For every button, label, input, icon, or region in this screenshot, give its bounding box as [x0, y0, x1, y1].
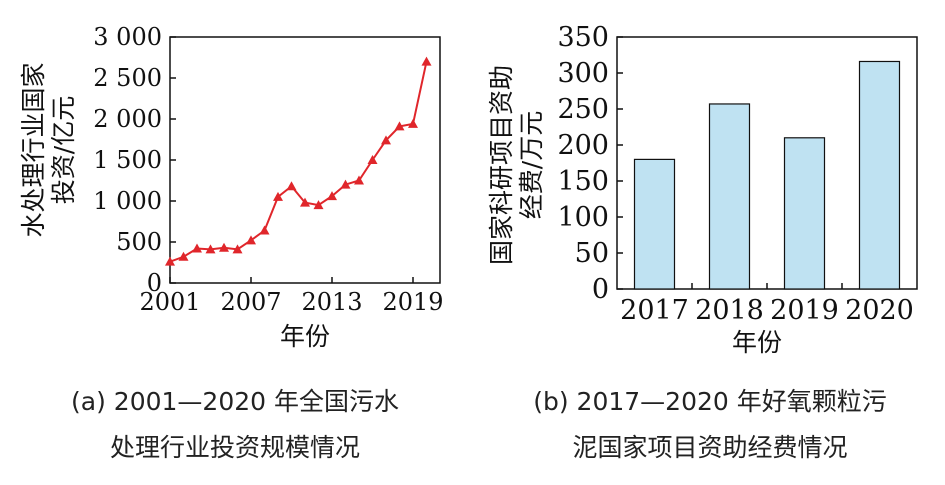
y-tick-label: 350	[557, 22, 609, 53]
y-axis-title-line1: 水处理行业国家	[19, 62, 48, 237]
data-point-marker	[165, 256, 175, 266]
y-tick-label: 2 500	[93, 64, 162, 92]
data-point-marker	[205, 244, 216, 254]
y-tick-label: 300	[557, 58, 609, 89]
x-tick-label: 2018	[695, 295, 764, 326]
chart-funding-bar: 0 50 100 150 200 250 300 350 2017 2018 2019 2020 年份 国…	[487, 22, 918, 357]
x-tick-label: 2020	[845, 295, 914, 326]
y-tick-label: 500	[116, 228, 162, 256]
bar	[783, 137, 826, 290]
data-point-marker	[232, 244, 243, 254]
caption-b-line2: 泥国家项目资助经费情况	[572, 433, 848, 462]
y-tick-label: 3 000	[93, 23, 162, 51]
y-axis-title-line2: 经费/万元	[517, 111, 546, 219]
y-tick-label: 150	[557, 166, 609, 197]
data-point-marker	[408, 118, 418, 128]
x-axis-title: 年份	[732, 328, 782, 357]
caption-a-line1: (a) 2001—2020 年全国污水	[71, 387, 399, 416]
x-tick-label: 2019	[770, 295, 839, 326]
data-point-marker	[381, 135, 391, 145]
x-tick-label: 2017	[620, 295, 689, 326]
caption-b-line1: (b) 2017—2020 年好氧颗粒污	[533, 387, 887, 416]
x-axis-title: 年份	[280, 322, 330, 351]
data-point-marker	[286, 181, 297, 191]
y-tick-label: 1 500	[93, 146, 162, 174]
data-point-marker	[313, 200, 324, 210]
data-point-marker	[246, 235, 256, 245]
y-tick-label: 250	[557, 94, 609, 125]
bar	[633, 158, 676, 290]
chart-investment-line: 0 500 1 000 1 500 2 000 2 500 3 000 2001 2007 201…	[19, 23, 444, 351]
x-tick-label: 2013	[301, 288, 362, 316]
data-point-marker	[219, 242, 229, 252]
data-point-marker	[273, 191, 283, 201]
data-point-marker	[367, 155, 378, 164]
y-tick-label: 0	[592, 274, 609, 305]
y-axis-title-line1: 国家科研项目资助	[487, 65, 516, 265]
x-tick-label: 2019	[382, 288, 443, 316]
y-tick-label: 2 000	[93, 105, 162, 133]
bar	[858, 60, 901, 290]
data-point-marker	[327, 191, 337, 201]
data-point-marker	[178, 251, 189, 261]
bar	[708, 103, 751, 290]
y-tick-label: 100	[557, 202, 609, 233]
data-point-marker	[259, 225, 270, 235]
x-tick-label: 2007	[220, 288, 281, 316]
y-tick-label: 200	[557, 130, 609, 161]
y-tick-label: 50	[575, 238, 609, 269]
data-point-marker	[421, 56, 432, 66]
data-point-marker	[300, 197, 310, 207]
y-tick-label: 1 000	[93, 187, 162, 215]
x-tick-label: 2001	[139, 288, 200, 316]
data-point-marker	[192, 243, 202, 253]
y-axis-title-line2: 投资/亿元	[49, 96, 78, 204]
data-point-marker	[354, 175, 364, 185]
y-tick-label: 0	[147, 269, 162, 297]
caption-a-line2: 处理行业投资规模情况	[109, 433, 360, 462]
data-point-marker	[394, 121, 405, 131]
data-point-marker	[340, 179, 351, 189]
